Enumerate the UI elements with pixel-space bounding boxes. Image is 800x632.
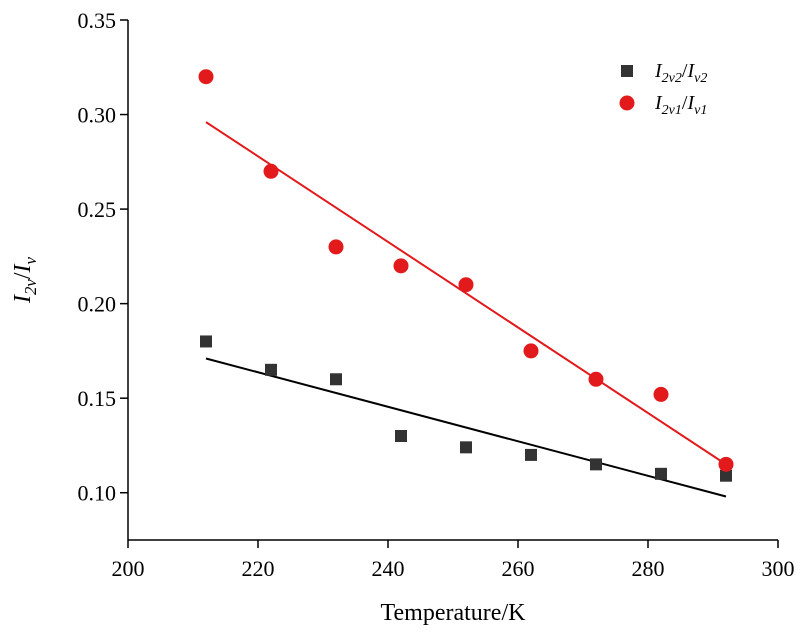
fit-lines	[205, 121, 727, 498]
x-tick-label: 260	[502, 556, 535, 581]
data-point-square	[395, 430, 407, 442]
legend-label: I2v1/Iv1	[654, 92, 707, 118]
x-tick-label: 300	[762, 556, 795, 581]
x-tick-label: 240	[372, 556, 405, 581]
fit-line-v1	[205, 121, 727, 466]
data-point-square	[265, 363, 277, 376]
y-tick-label: 0.20	[78, 292, 117, 317]
fit-line-v2	[205, 357, 727, 498]
legend-marker-square	[621, 65, 633, 77]
legend-label: I2v2/Iv2	[654, 60, 707, 86]
data-point-square	[460, 441, 472, 454]
data-points	[198, 69, 734, 482]
data-point-circle	[458, 277, 474, 293]
y-tick-label: 0.30	[78, 103, 117, 128]
y-tick-label: 0.25	[78, 197, 117, 222]
x-tick-label: 200	[112, 556, 145, 581]
x-axis-title: Temperature/K	[381, 600, 527, 626]
data-point-circle	[393, 258, 409, 274]
data-point-square	[330, 373, 342, 386]
data-point-circle	[263, 163, 279, 179]
data-point-square	[525, 448, 537, 461]
x-tick-label: 220	[242, 556, 275, 581]
data-point-square	[720, 469, 732, 482]
y-tick-label: 0.15	[78, 386, 117, 411]
y-tick-label: 0.35	[78, 8, 117, 33]
data-point-circle	[653, 386, 669, 402]
y-tick-label: 0.10	[78, 481, 117, 506]
data-point-circle	[198, 69, 214, 85]
data-point-square	[655, 467, 667, 480]
x-tick-label: 280	[632, 556, 665, 581]
y-axis-title: I2v/Iv	[10, 256, 40, 304]
legend: I2v2/Iv2 I2v1/Iv1	[619, 60, 707, 118]
data-point-circle	[328, 239, 344, 255]
legend-marker-circle	[619, 95, 635, 111]
data-point-circle	[588, 371, 604, 387]
data-point-square	[590, 458, 602, 471]
data-point-square	[200, 335, 212, 348]
data-point-circle	[523, 343, 539, 359]
data-point-circle	[718, 456, 734, 472]
axes: 200 220 240 260 280 300 0.10 0.15 0.20 0.25 0.30 0.…	[78, 8, 795, 581]
